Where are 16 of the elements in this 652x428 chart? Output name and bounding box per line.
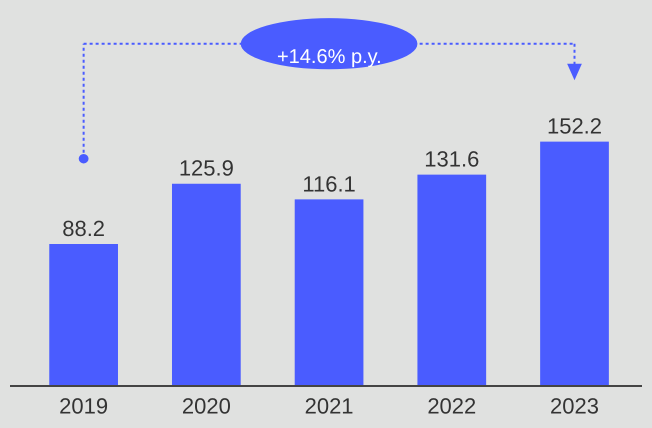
x-tick-label: 2021 bbox=[304, 393, 354, 418]
data-label: 152.2 bbox=[546, 114, 602, 139]
x-tick-label: 2019 bbox=[59, 393, 108, 418]
data-label: 116.1 bbox=[302, 171, 356, 196]
text: +14.6% p.y. bbox=[277, 46, 382, 68]
x-tick-label: 2023 bbox=[550, 393, 599, 418]
bar bbox=[540, 142, 609, 385]
bar bbox=[294, 199, 364, 385]
data-label: 88.2 bbox=[62, 216, 106, 241]
x-tick-label: 2020 bbox=[182, 393, 231, 418]
data-label: 131.6 bbox=[424, 146, 480, 172]
bar bbox=[172, 184, 241, 385]
data-label: 125.9 bbox=[178, 156, 234, 181]
x-tick-label: 2022 bbox=[427, 393, 476, 418]
bar bbox=[49, 244, 118, 385]
bar bbox=[417, 174, 486, 385]
